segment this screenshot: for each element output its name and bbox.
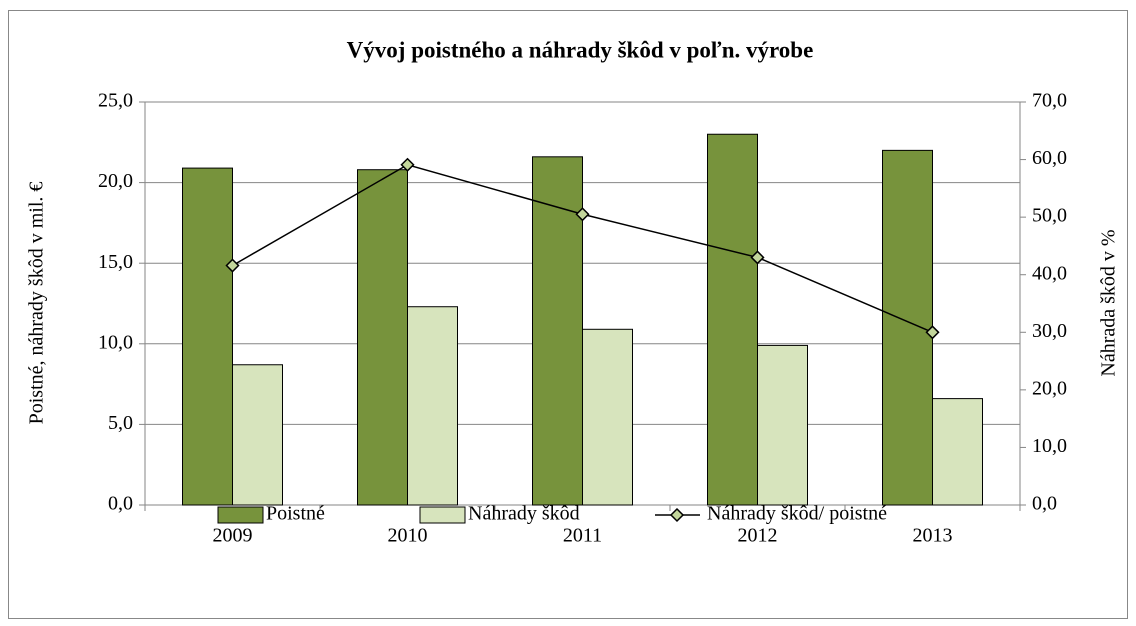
y2-tick-label: 30,0 — [1032, 320, 1067, 342]
bar — [707, 133, 758, 506]
legend-label: Poistné — [266, 503, 325, 525]
y2-tick-label: 70,0 — [1032, 90, 1067, 112]
line-marker — [925, 325, 940, 340]
line-marker — [225, 258, 240, 273]
legend-label: Náhrady škôd/ poistné — [707, 503, 887, 525]
bar — [882, 149, 933, 506]
bar — [407, 306, 458, 506]
legend-swatch — [419, 506, 466, 524]
y2-axis-label: Náhrada škôd v % — [1098, 229, 1120, 376]
x-tick-label: 2010 — [388, 525, 428, 547]
line-marker — [400, 157, 415, 172]
x-tick-label: 2013 — [913, 525, 953, 547]
bar — [357, 169, 408, 506]
y2-tick-label: 40,0 — [1032, 262, 1067, 284]
bar — [582, 328, 633, 506]
y-tick-label: 5,0 — [108, 412, 133, 434]
y2-tick-label: 10,0 — [1032, 435, 1067, 457]
y-tick-label: 20,0 — [98, 170, 133, 192]
legend-marker — [669, 507, 685, 523]
line-marker — [575, 207, 590, 222]
y2-tick-label: 0,0 — [1032, 493, 1057, 515]
bar — [232, 364, 283, 506]
x-tick-label: 2012 — [738, 525, 778, 547]
bar — [932, 398, 983, 506]
legend-label: Náhrady škôd — [468, 503, 580, 525]
chart-title: Vývoj poistného a náhrady škôd v poľn. v… — [347, 37, 814, 62]
bar — [532, 156, 583, 506]
bar — [757, 344, 808, 506]
bar — [182, 167, 233, 506]
y2-tick-label: 20,0 — [1032, 377, 1067, 399]
legend-swatch — [217, 506, 264, 524]
x-tick-label: 2011 — [563, 525, 602, 547]
line-marker — [750, 250, 765, 265]
y2-tick-label: 60,0 — [1032, 147, 1067, 169]
y-tick-label: 25,0 — [98, 90, 133, 112]
y2-tick-label: 50,0 — [1032, 205, 1067, 227]
y-tick-label: 0,0 — [108, 493, 133, 515]
x-tick-label: 2009 — [213, 525, 253, 547]
y-tick-label: 10,0 — [98, 331, 133, 353]
y-tick-label: 15,0 — [98, 251, 133, 273]
y-axis-label: Poistné, náhrady škôd v mil. € — [26, 182, 48, 425]
